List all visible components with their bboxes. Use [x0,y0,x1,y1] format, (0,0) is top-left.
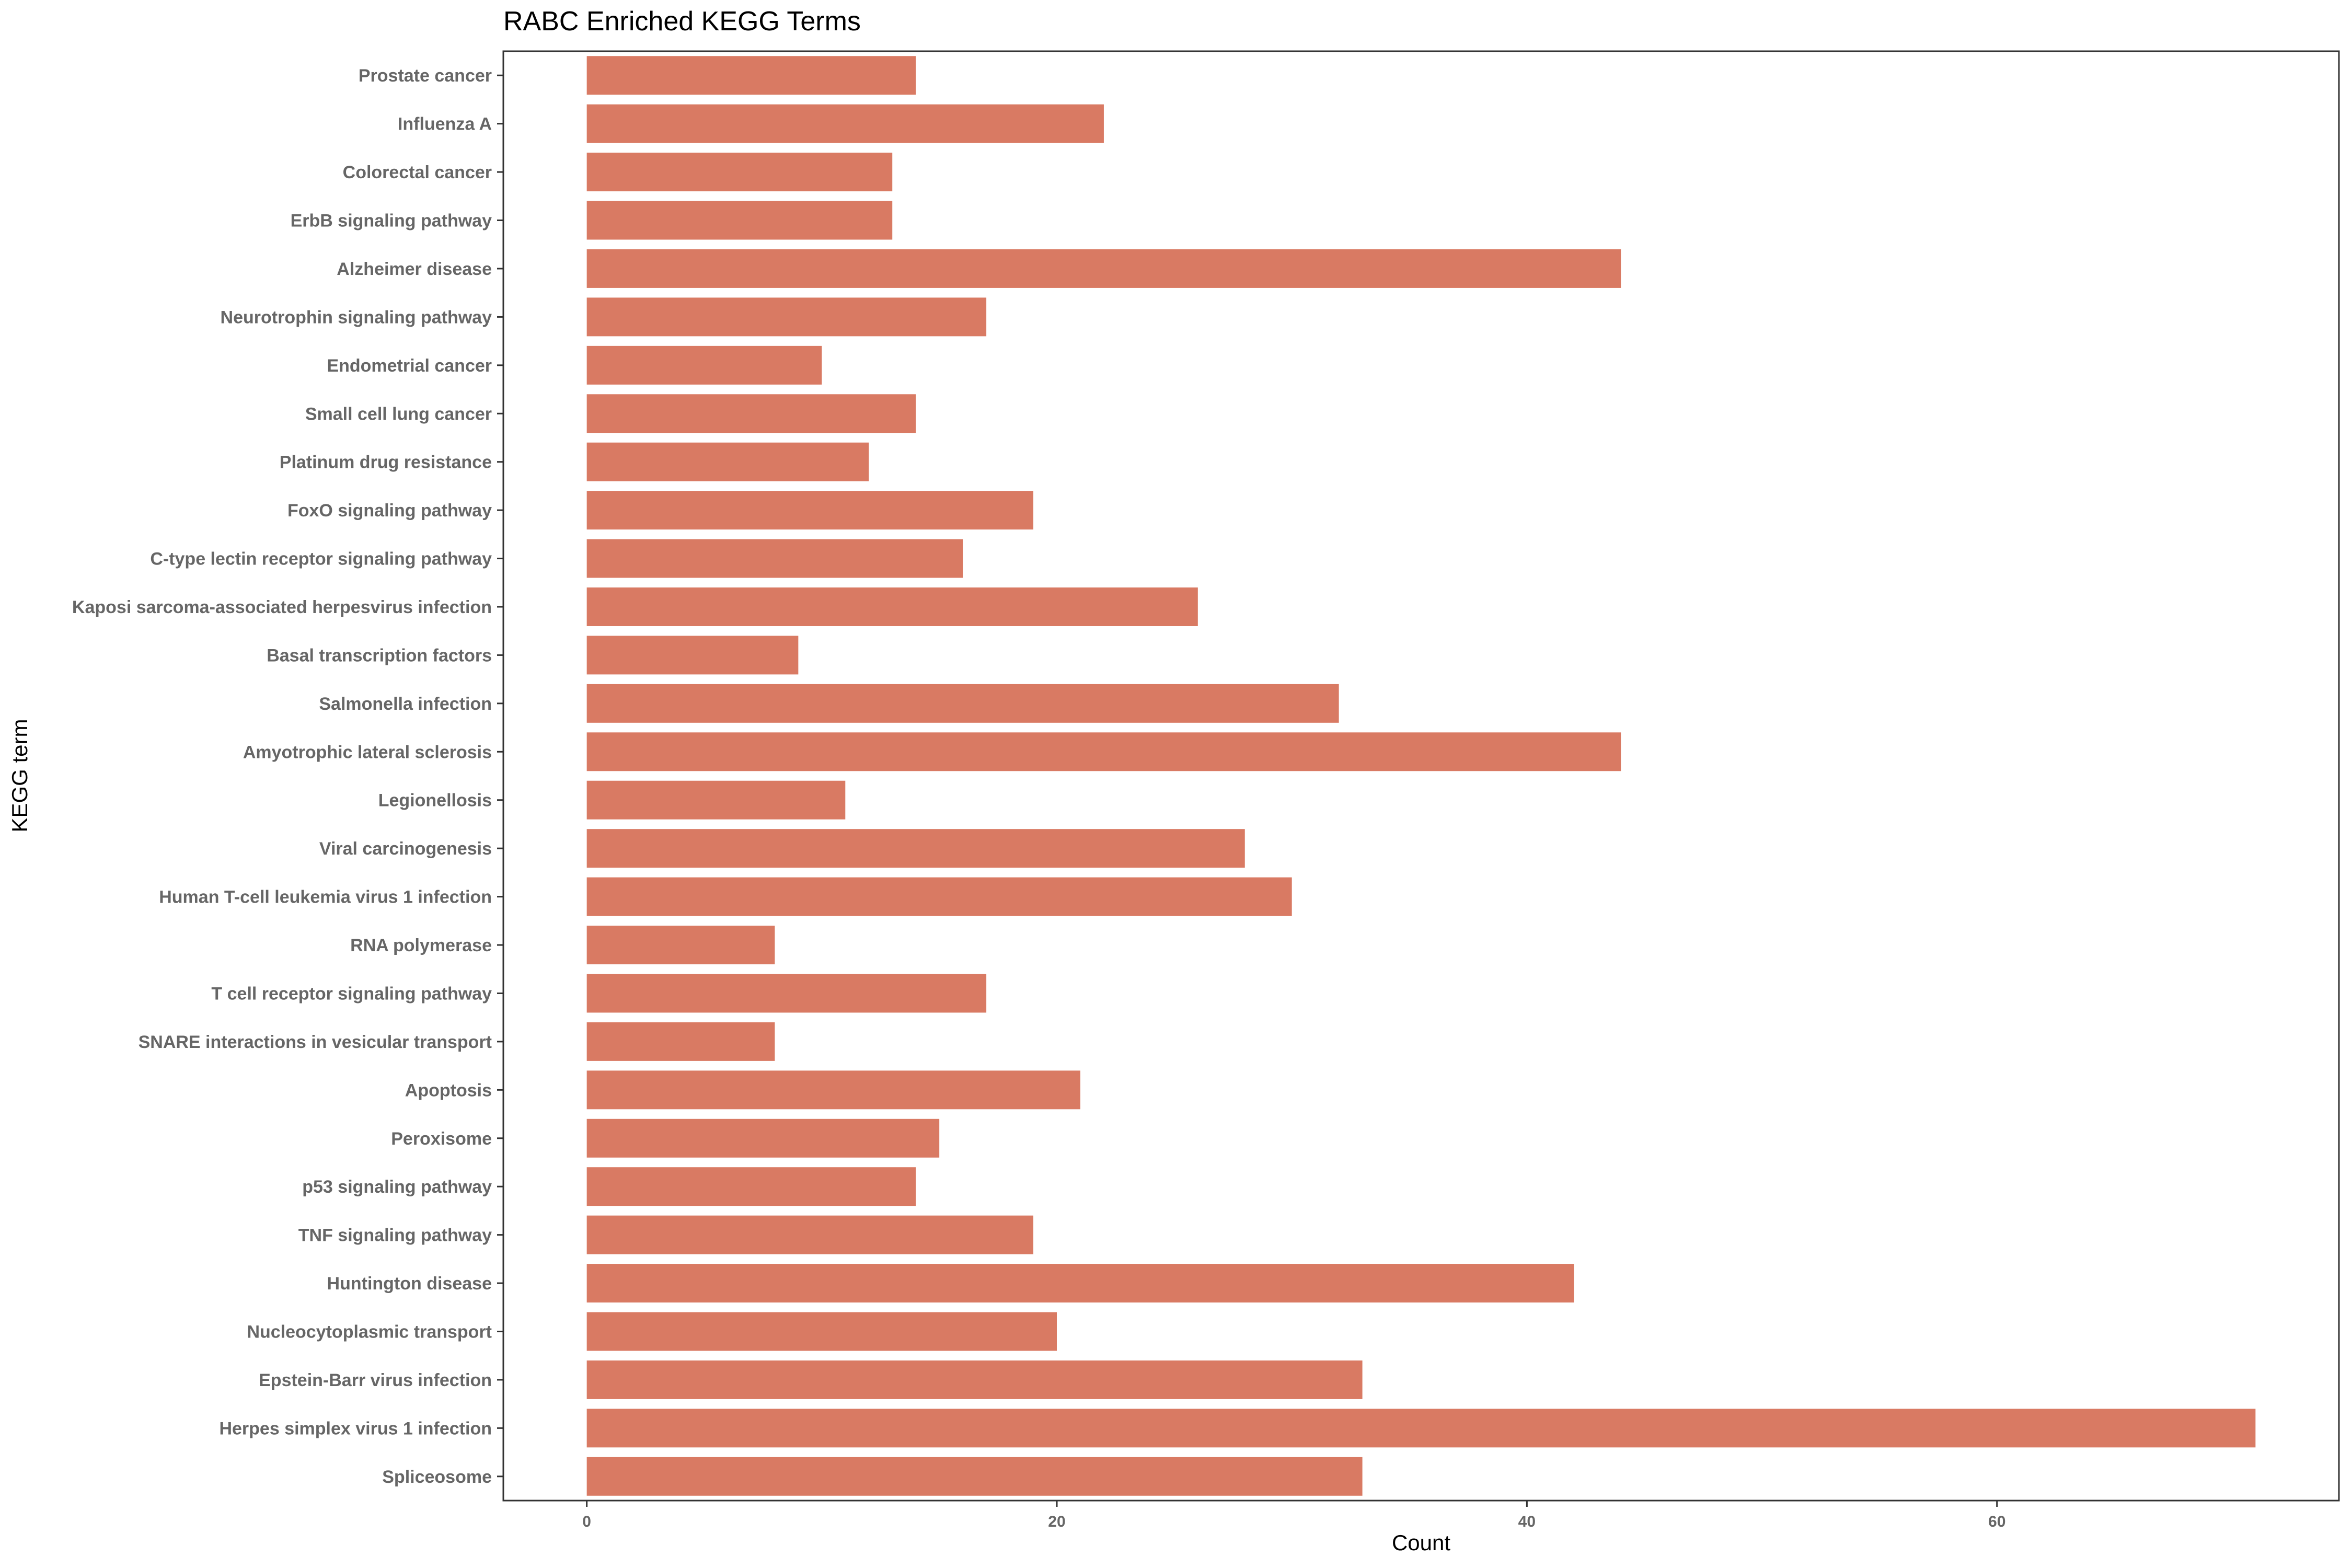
y-tick-label: Epstein-Barr virus infection [259,1370,492,1390]
bar-colorectal-cancer [586,153,893,192]
bar-kaposi-sarcoma-associated-herpesvirus-infection [586,587,1198,626]
bar-viral-carcinogenesis [586,829,1245,868]
chart-title: RABC Enriched KEGG Terms [503,6,861,37]
bar-spliceosome [586,1457,1363,1496]
x-tick-label: 20 [1048,1513,1065,1530]
bar-p53-signaling-pathway [586,1167,916,1206]
x-axis: 0 20 40 60 [582,1501,2005,1530]
bar-apoptosis [586,1070,1080,1110]
y-tick-label: Prostate cancer [359,66,492,86]
bar-snare-interactions-in-vesicular-transport [586,1022,775,1061]
y-tick-label: Spliceosome [382,1467,492,1487]
y-tick-label: C-type lectin receptor signaling pathway [150,549,492,569]
y-tick-label: Neurotrophin signaling pathway [221,307,492,327]
bar-foxo-signaling-pathway [586,491,1034,530]
bar-human-t-cell-leukemia-virus-1-infection [586,877,1292,916]
bar-legionellosis [586,780,846,820]
y-tick-label: ErbB signaling pathway [291,211,492,231]
bar-tnf-signaling-pathway [586,1215,1034,1254]
plot-panel-border [502,50,2340,1502]
y-tick-label: Salmonella infection [319,694,492,714]
bar-neurotrophin-signaling-pathway [586,297,987,337]
bar-prostate-cancer [586,56,916,95]
y-tick-label: Human T-cell leukemia virus 1 infection [159,887,492,907]
y-tick-label: Amyotrophic lateral sclerosis [243,742,492,762]
y-tick-label: Endometrial cancer [327,356,492,376]
y-tick-label: TNF signaling pathway [298,1226,492,1246]
y-tick-label: Legionellosis [378,791,492,811]
bar-huntington-disease [586,1264,1574,1303]
y-axis-title: KEGG term [7,719,32,832]
y-tick-label: Alzheimer disease [337,259,492,279]
bar-amyotrophic-lateral-sclerosis [586,732,1621,771]
y-tick-label: Huntington disease [327,1274,492,1294]
y-tick-label: FoxO signaling pathway [287,501,492,521]
bar-rna-polymerase [586,926,775,964]
y-tick-label: p53 signaling pathway [302,1177,492,1197]
bar-influenza-a [586,104,1104,143]
y-tick-label: T cell receptor signaling pathway [211,984,492,1004]
bar-c-type-lectin-receptor-signaling-pathway [586,539,963,578]
bar-salmonella-infection [586,684,1339,723]
y-tick-label: Influenza A [398,114,492,134]
y-tick-label: Kaposi sarcoma-associated herpesvirus in… [72,597,492,617]
x-tick-label: 60 [1988,1513,2005,1530]
bar-small-cell-lung-cancer [586,394,916,433]
bar-nucleocytoplasmic-transport [586,1312,1057,1351]
bar-endometrial-cancer [586,345,822,385]
bar-erbb-signaling-pathway [586,201,893,240]
y-tick-label: SNARE interactions in vesicular transpor… [139,1032,492,1052]
bar-peroxisome [586,1119,940,1158]
x-tick-label: 40 [1518,1513,1536,1530]
y-tick-label: Herpes simplex virus 1 infection [219,1419,492,1438]
bar-alzheimer-disease [586,249,1621,288]
y-tick-label: Apoptosis [405,1080,492,1100]
bar-herpes-simplex-virus-1-infection [586,1409,2256,1448]
x-axis-title: Count [1392,1530,1450,1555]
y-tick-label: Nucleocytoplasmic transport [247,1322,492,1342]
bar-platinum-drug-resistance [586,442,869,481]
bar-basal-transcription-factors [586,636,799,675]
y-tick-label: Small cell lung cancer [305,404,492,424]
bars-layer [586,56,2256,1496]
y-tick-label: Platinum drug resistance [280,453,492,472]
x-tick-label: 0 [582,1513,591,1530]
y-tick-label: Viral carcinogenesis [319,839,492,859]
bar-t-cell-receptor-signaling-pathway [586,974,987,1013]
y-axis: Prostate cancer Influenza A Colorectal can… [72,66,503,1487]
bar-epstein-barr-virus-infection [586,1360,1363,1399]
y-tick-label: RNA polymerase [350,936,492,955]
y-tick-label: Peroxisome [391,1129,492,1149]
y-tick-label: Colorectal cancer [343,163,492,182]
y-tick-label: Basal transcription factors [267,645,492,665]
